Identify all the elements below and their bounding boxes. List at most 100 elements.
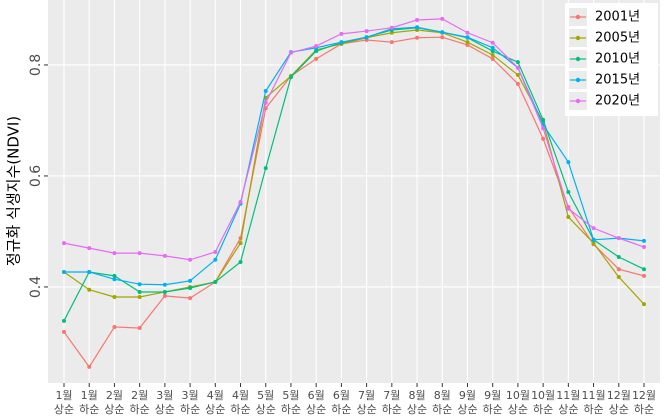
x-tick-label: 5월 <box>282 389 299 402</box>
x-tick-label: 11월 <box>556 389 580 402</box>
data-point <box>314 49 319 54</box>
data-point <box>642 267 646 272</box>
data-point <box>541 136 546 141</box>
x-tick-label: 하순 <box>281 402 301 416</box>
x-tick-label: 8월 <box>434 389 451 402</box>
data-point <box>642 245 646 250</box>
data-point <box>87 287 92 292</box>
data-point <box>591 226 596 231</box>
x-tick-label: 하순 <box>432 402 452 416</box>
data-point <box>112 294 117 299</box>
x-tick-label: 상순 <box>104 403 124 416</box>
data-point <box>87 246 92 251</box>
data-point <box>314 44 319 49</box>
data-point <box>238 200 243 205</box>
data-point <box>490 40 495 45</box>
x-tick-label: 11월 <box>582 389 606 402</box>
x-tick-label: 9월 <box>459 389 476 402</box>
legend-label: 2015년 <box>595 73 640 88</box>
data-point <box>162 293 167 298</box>
legend-label: 2020년 <box>595 94 640 109</box>
x-tick-label: 하순 <box>533 402 553 416</box>
x-tick-label: 상순 <box>356 403 376 416</box>
legend-label: 2005년 <box>595 31 640 46</box>
data-point <box>364 35 369 40</box>
data-point <box>137 326 142 331</box>
data-point <box>566 206 571 211</box>
x-tick-label: 10월 <box>506 389 530 402</box>
data-point <box>566 160 571 165</box>
data-point <box>137 294 142 299</box>
x-tick-label: 2월 <box>131 389 148 402</box>
x-tick-label: 8월 <box>408 389 425 402</box>
x-tick-label: 12월 <box>632 389 656 402</box>
data-point <box>515 60 520 65</box>
x-tick-label: 상순 <box>155 403 175 416</box>
data-point <box>213 257 218 262</box>
data-point <box>440 16 445 21</box>
data-point <box>490 45 495 50</box>
x-tick-label: 하순 <box>331 402 351 416</box>
x-tick-label: 상순 <box>54 403 74 416</box>
legend-key <box>575 56 581 62</box>
x-tick-label: 하순 <box>130 402 150 416</box>
series-line <box>64 26 645 286</box>
data-point <box>288 75 293 80</box>
data-point <box>62 241 66 246</box>
data-point <box>339 40 344 45</box>
x-tick-label: 12월 <box>607 389 631 402</box>
x-tick-label: 4월 <box>232 389 249 402</box>
legend-key <box>575 98 581 104</box>
x-tick-label: 하순 <box>79 402 99 416</box>
x-tick-label: 하순 <box>634 402 654 416</box>
data-point <box>288 50 293 55</box>
y-tick-label: 0.6 <box>28 165 44 187</box>
x-tick-label: 상순 <box>256 403 276 416</box>
legend-key <box>575 77 581 83</box>
data-point <box>87 269 92 274</box>
data-point <box>642 273 646 278</box>
data-point <box>62 329 66 334</box>
data-point <box>62 269 66 274</box>
x-tick-label: 2월 <box>106 389 123 402</box>
data-point <box>162 253 167 258</box>
x-tick-label: 9월 <box>484 389 501 402</box>
x-tick-label: 1월 <box>55 389 72 402</box>
data-point <box>213 250 218 255</box>
series-line <box>63 29 645 305</box>
legend-key <box>575 14 581 20</box>
x-tick-label: 하순 <box>483 402 503 416</box>
data-point <box>490 49 495 54</box>
data-point <box>616 236 621 241</box>
data-point <box>541 117 546 122</box>
data-point <box>541 126 546 131</box>
data-point <box>415 25 420 30</box>
data-point <box>112 273 117 278</box>
x-tick-label: 하순 <box>180 402 200 416</box>
data-point <box>188 257 193 262</box>
data-point <box>616 267 621 272</box>
data-point <box>616 274 621 279</box>
data-point <box>515 72 520 77</box>
y-axis-label: 정규화 식생지수(NDVI) <box>5 116 23 266</box>
data-point <box>188 286 193 291</box>
data-point <box>238 259 243 264</box>
x-tick-label: 3월 <box>156 389 173 402</box>
data-point <box>364 29 369 34</box>
data-point <box>616 254 621 259</box>
data-point <box>642 238 646 243</box>
data-point <box>112 251 117 256</box>
data-point <box>566 190 571 195</box>
y-tick-label: 0.4 <box>28 276 44 298</box>
legend-label: 2001년 <box>595 10 640 25</box>
data-point <box>490 52 495 57</box>
x-tick-label: 6월 <box>308 389 325 402</box>
data-point <box>591 237 596 242</box>
data-point <box>112 324 117 329</box>
data-point <box>263 100 268 105</box>
data-point <box>213 279 218 284</box>
data-point <box>62 318 66 323</box>
x-tick-label: 1월 <box>81 389 98 402</box>
x-tick-label: 4월 <box>207 389 224 402</box>
